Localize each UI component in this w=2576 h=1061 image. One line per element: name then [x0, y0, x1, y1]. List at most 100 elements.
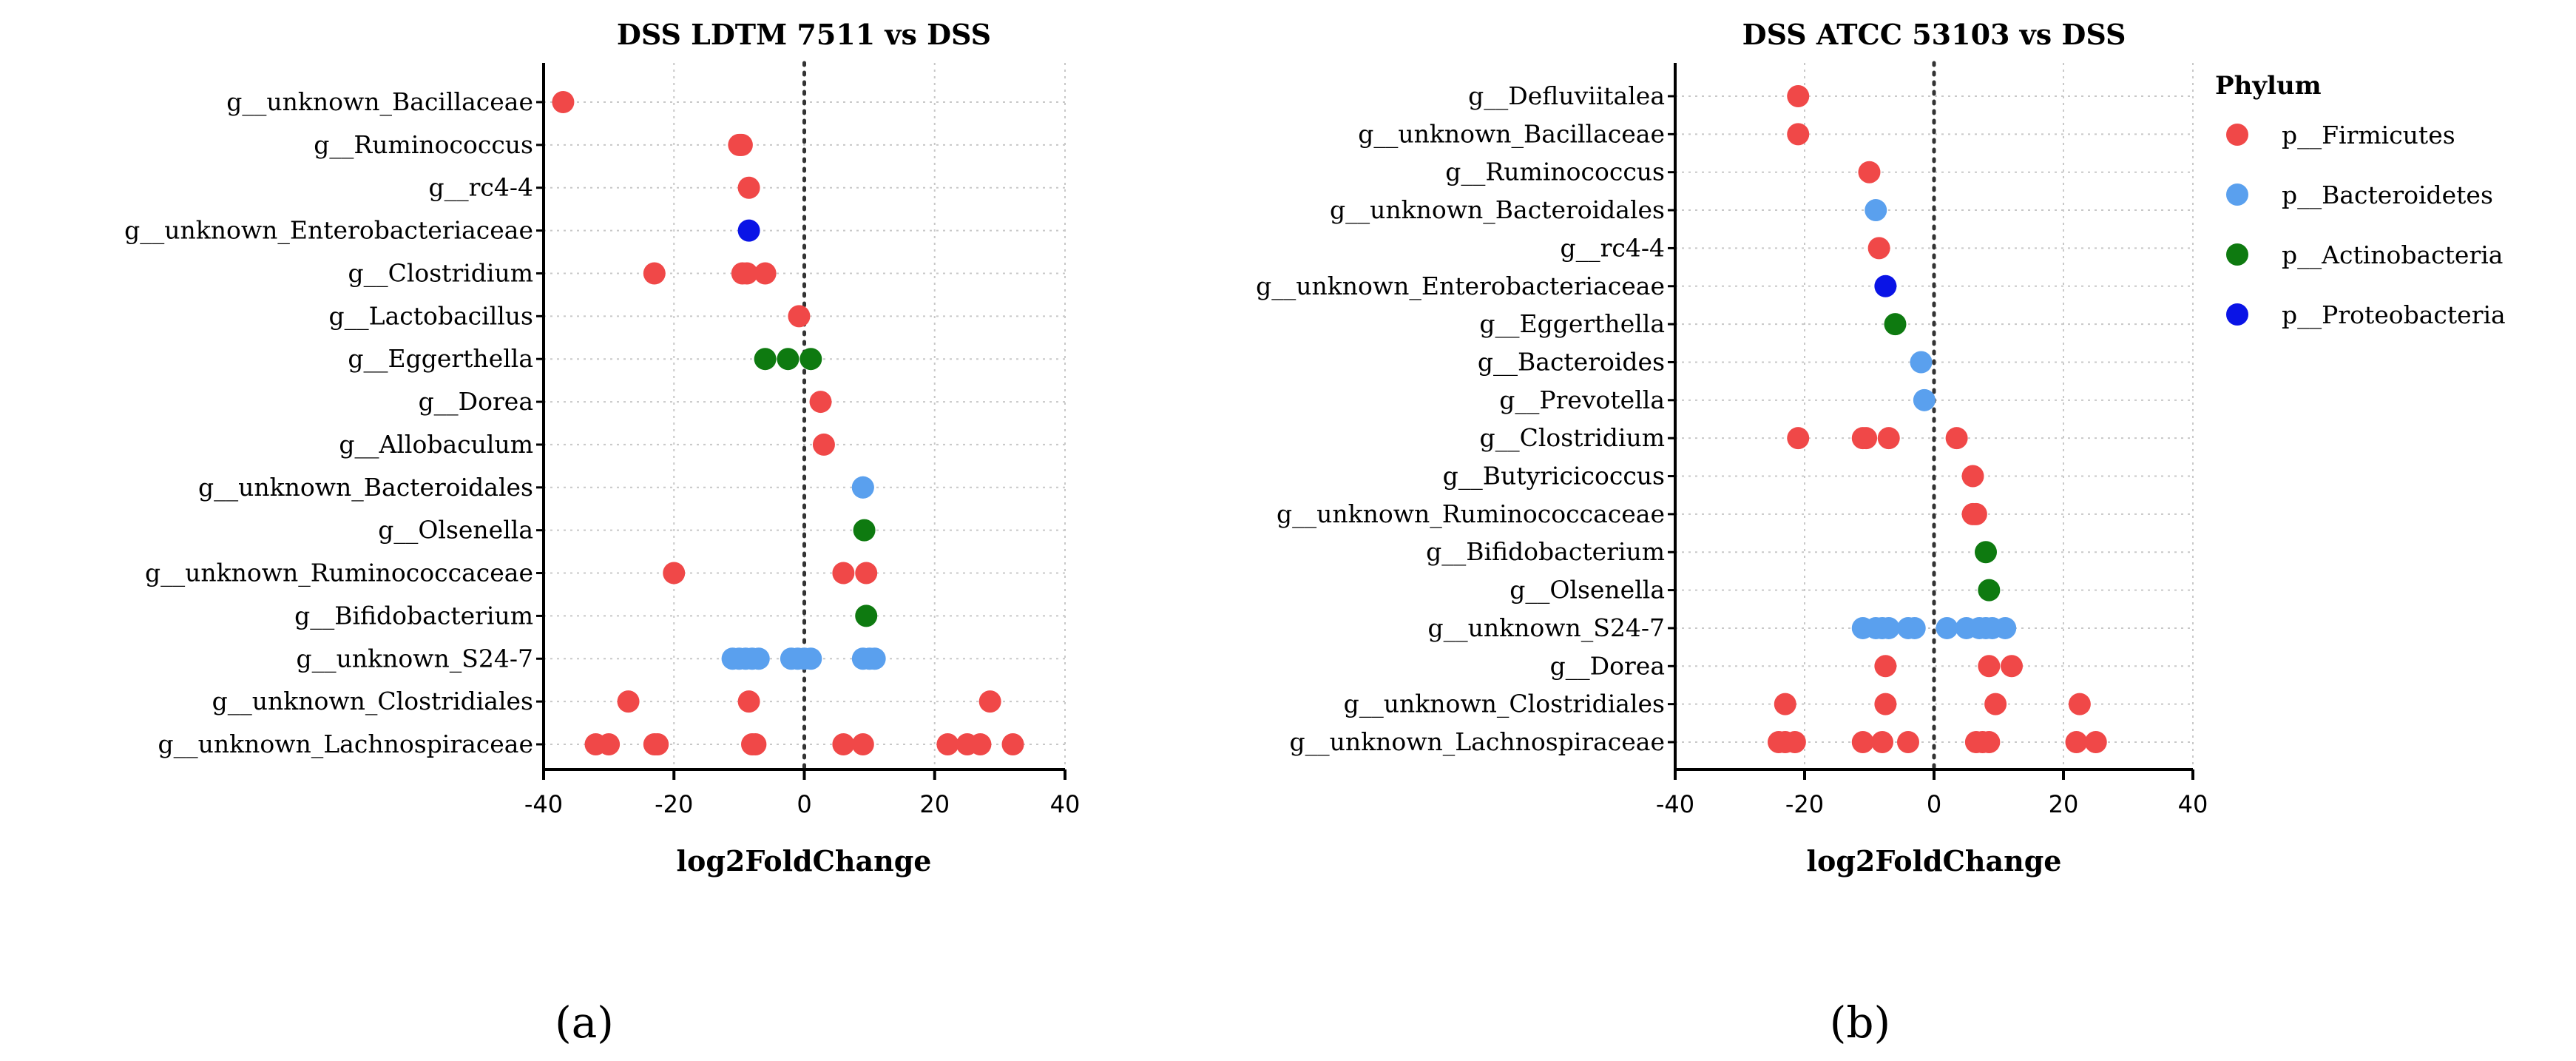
category-label: g__Dorea: [1550, 651, 1665, 681]
x-tick-label: 20: [919, 790, 950, 818]
category-label: g__unknown_Clostridiales: [212, 687, 533, 716]
category-label: g__Olsenella: [1510, 576, 1665, 605]
data-point: [1964, 502, 1987, 525]
category-label: g__Lactobacillus: [329, 301, 533, 331]
data-point: [737, 176, 760, 199]
category-label: g__unknown_Bacillaceae: [226, 87, 533, 117]
chart-b: DSS ATCC 53103 vs DSS g__Defluviitaleag_…: [1256, 18, 2208, 1048]
data-point: [646, 733, 669, 755]
category-label: g__Clostridium: [348, 258, 533, 288]
data-point: [1978, 731, 2001, 753]
panel-label-a: (a): [555, 997, 614, 1048]
category-label: g__Ruminococcus: [1445, 158, 1665, 187]
data-point: [809, 391, 832, 414]
data-point: [799, 348, 822, 371]
x-tick-label: 0: [1927, 790, 1941, 818]
data-point: [1787, 85, 1810, 107]
data-point: [1874, 655, 1897, 678]
category-label: g__Olsenella: [378, 516, 533, 545]
data-point: [1774, 693, 1796, 715]
data-point: [788, 305, 811, 328]
data-point: [1984, 693, 2007, 715]
category-label: g__Butyricicoccus: [1443, 462, 1665, 491]
chart-b-grid: [1675, 63, 2194, 769]
legend-label: p__Actinobacteria: [2282, 240, 2503, 270]
data-point: [1865, 199, 1887, 222]
x-tick-label: 40: [2178, 790, 2208, 818]
category-label: g__unknown_Clostridiales: [1344, 690, 1665, 719]
data-point: [1001, 733, 1024, 755]
legend-items: p__Firmicutes p__Bacteroidetes p__Actinoba…: [2226, 121, 2506, 330]
x-tick-label: 0: [797, 790, 811, 818]
category-label: g__Bifidobacterium: [294, 601, 533, 630]
chart-a-category-labels: g__unknown_Bacillaceae g__Ruminococcus g__…: [124, 87, 544, 759]
category-label: g__Eggerthella: [348, 344, 533, 374]
data-point: [744, 733, 767, 755]
data-point: [799, 647, 822, 670]
data-point: [1961, 465, 1984, 488]
category-label: g__Eggerthella: [1479, 309, 1665, 339]
data-point: [832, 733, 855, 755]
category-label: g__unknown_Enterobacteriaceae: [124, 216, 533, 246]
data-point: [1903, 616, 1926, 639]
data-point: [1877, 616, 1900, 639]
legend-label: p__Firmicutes: [2282, 121, 2455, 150]
category-label: g__Allobaculum: [339, 430, 533, 459]
legend-label: p__Proteobacteria: [2282, 300, 2506, 330]
data-point: [1913, 388, 1936, 411]
data-point: [978, 690, 1001, 713]
data-point: [754, 262, 777, 285]
data-point: [1867, 237, 1890, 260]
category-label: g__unknown_Ruminococcaceae: [1277, 499, 1665, 529]
chart-b-category-labels: g__Defluviitalea g__unknown_Bacillaceae g_…: [1256, 81, 1675, 757]
data-point: [1874, 693, 1897, 715]
category-label: g__Dorea: [419, 387, 533, 417]
data-point: [777, 348, 799, 371]
category-label: g__Bifidobacterium: [1426, 537, 1665, 567]
data-point: [737, 690, 760, 713]
legend-label: p__Bacteroidetes: [2282, 181, 2493, 210]
data-point: [1855, 427, 1878, 450]
data-point: [969, 733, 992, 755]
data-point: [1910, 351, 1933, 374]
panel-label-b: (b): [1830, 997, 1890, 1048]
data-point: [2084, 731, 2107, 753]
legend-title: Phylum: [2215, 71, 2322, 101]
category-label: g__Defluviitalea: [1468, 81, 1665, 111]
category-label: g__Clostridium: [1479, 423, 1665, 453]
legend-marker: [2226, 303, 2248, 326]
data-point: [832, 562, 855, 585]
category-label: g__unknown_S24-7: [297, 644, 534, 673]
data-point: [863, 647, 886, 670]
category-label: g__Ruminococcus: [314, 130, 533, 160]
category-label: g__unknown_Bacillaceae: [1358, 119, 1665, 149]
data-point: [851, 476, 874, 499]
data-point: [1975, 541, 1997, 564]
category-label: g__Prevotella: [1499, 385, 1665, 415]
data-point: [855, 604, 878, 627]
category-label: g__unknown_Lachnospiraceae: [1290, 727, 1665, 757]
x-tick-label: -40: [524, 790, 563, 818]
data-point: [1978, 655, 2001, 678]
data-point: [1945, 427, 1968, 450]
data-point: [643, 262, 666, 285]
data-point: [737, 219, 760, 242]
category-label: g__unknown_Lachnospiraceae: [158, 730, 533, 759]
category-label: g__unknown_S24-7: [1428, 613, 1666, 643]
chart-b-title: DSS ATCC 53103 vs DSS: [1742, 18, 2126, 51]
data-point: [1877, 427, 1900, 450]
data-point: [729, 133, 752, 156]
data-point: [747, 647, 770, 670]
chart-b-points: [1768, 85, 2107, 753]
category-label: g__Bacteroides: [1478, 347, 1665, 377]
x-tick-label: 40: [1050, 790, 1081, 818]
x-tick-label: -40: [1656, 790, 1694, 818]
data-point: [754, 348, 777, 371]
data-point: [1787, 123, 1810, 146]
category-label: g__rc4-4: [1560, 233, 1665, 263]
data-point: [851, 733, 874, 755]
x-tick-label: -20: [655, 790, 693, 818]
data-point: [598, 733, 621, 755]
data-point: [936, 733, 959, 755]
data-point: [1874, 274, 1897, 297]
